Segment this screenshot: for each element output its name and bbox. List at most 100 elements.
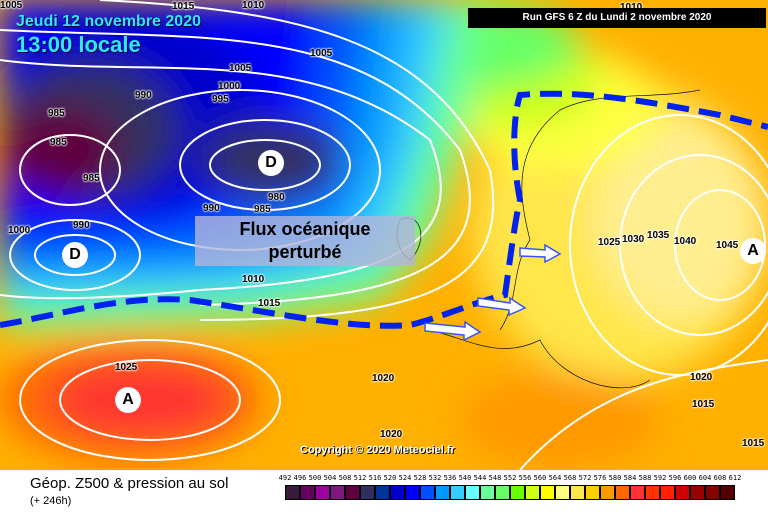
legend-color [465, 485, 480, 500]
legend-swatch: 508 [339, 474, 360, 504]
legend-tick-label: 576 [593, 474, 607, 482]
legend-swatch: 528 [414, 474, 435, 504]
legend-tick-label: 508 [338, 474, 352, 482]
isobar-label: 1005 [310, 48, 333, 59]
legend-tick-label: 544 [473, 474, 487, 482]
high-pressure-center: A [115, 387, 141, 413]
isobar-label: 990 [73, 220, 90, 231]
legend-tick-label: 600 [683, 474, 697, 482]
legend-swatch: 496 [294, 474, 315, 504]
legend-color [630, 485, 645, 500]
legend-swatch: 540 [459, 474, 480, 504]
legend-color [570, 485, 585, 500]
legend-color [510, 485, 525, 500]
legend-color [480, 485, 495, 500]
legend-color [525, 485, 540, 500]
legend-swatch: 576 [594, 474, 615, 504]
isobar-label: 985 [48, 108, 65, 119]
isobar-label: 1020 [380, 429, 403, 440]
isobar-label: 1040 [674, 236, 697, 247]
legend-color [720, 485, 735, 500]
isobar-label: 1000 [218, 81, 241, 92]
legend-color [615, 485, 630, 500]
legend-color [450, 485, 465, 500]
isobar-label: 1010 [620, 2, 642, 13]
legend-color [675, 485, 690, 500]
legend-swatch: 612 [729, 474, 750, 504]
legend-tick-label: 568 [563, 474, 577, 482]
legend-swatch: 560 [534, 474, 555, 504]
legend-color [345, 485, 360, 500]
legend-tick-label: 512 [353, 474, 367, 482]
isobar-label: 1020 [690, 372, 713, 383]
isobar-label: 990 [203, 203, 220, 214]
low-pressure-center: D [62, 242, 88, 268]
forecast-lead: (+ 246h) [30, 495, 72, 507]
legend-tick-label: 588 [638, 474, 652, 482]
annotation-line: Flux océanique [239, 219, 371, 239]
legend-swatch: 564 [549, 474, 570, 504]
legend-color [585, 485, 600, 500]
annotation-box: Flux océanique perturbé [195, 216, 415, 266]
legend-color [405, 485, 420, 500]
legend-tick-label: 500 [308, 474, 322, 482]
forecast-date: Jeudi 12 novembre 2020 [16, 13, 201, 30]
isobar-label: 990 [135, 90, 152, 101]
legend-tick-label: 596 [668, 474, 682, 482]
isobar-label: 1015 [692, 399, 715, 410]
legend-color [330, 485, 345, 500]
legend-swatch: 584 [624, 474, 645, 504]
isobar-label: 1015 [258, 298, 281, 309]
legend-tick-label: 560 [533, 474, 547, 482]
legend-tick-label: 516 [368, 474, 382, 482]
isobar-label: 1000 [8, 225, 31, 236]
isobar-label: 1025 [115, 362, 138, 373]
legend-swatch: 532 [429, 474, 450, 504]
legend-swatch: 504 [324, 474, 345, 504]
color-legend: 492 496 500 504 508 512 516 520 524 528 532 536 540 5… [279, 474, 750, 504]
isobar-label: 995 [212, 94, 229, 105]
legend-swatch: 568 [564, 474, 585, 504]
legend-color [705, 485, 720, 500]
isobar-label: 1005 [229, 63, 252, 74]
legend-tick-label: 612 [728, 474, 742, 482]
annotation-line: perturbé [268, 242, 342, 262]
isobar-label: 1035 [647, 230, 670, 241]
legend-color [495, 485, 510, 500]
isobar-label: 1015 [742, 438, 765, 449]
low-pressure-center: D [258, 150, 284, 176]
high-pressure-center: A [740, 238, 766, 264]
legend-tick-label: 564 [548, 474, 562, 482]
legend-swatch: 500 [309, 474, 330, 504]
map-title: Géop. Z500 & pression au sol [30, 475, 229, 492]
legend-color [300, 485, 315, 500]
isobar-label: 1015 [172, 1, 195, 12]
legend-swatch: 512 [354, 474, 375, 504]
legend-tick-label: 580 [608, 474, 622, 482]
legend-color [375, 485, 390, 500]
flow-arrows [424, 243, 562, 342]
legend-tick-label: 492 [278, 474, 292, 482]
weather-map: 1010 1015 1005 990 995 1000 1005 985 985… [0, 0, 768, 470]
legend-swatch: 592 [654, 474, 675, 504]
legend-swatch: 600 [684, 474, 705, 504]
legend-swatch: 544 [474, 474, 495, 504]
legend-color [540, 485, 555, 500]
legend-swatch: 516 [369, 474, 390, 504]
legend-swatch: 552 [504, 474, 525, 504]
legend-swatch: 588 [639, 474, 660, 504]
isobar-label: 980 [268, 192, 285, 203]
legend-tick-label: 528 [413, 474, 427, 482]
legend-swatch: 580 [609, 474, 630, 504]
isobar-label: 1030 [622, 234, 645, 245]
legend-swatch: 572 [579, 474, 600, 504]
model-run-label: Run GFS 6 Z du Lundi 2 novembre 2020 [468, 8, 766, 28]
legend-tick-label: 536 [443, 474, 457, 482]
legend-swatch: 520 [384, 474, 405, 504]
legend-tick-label: 520 [383, 474, 397, 482]
legend-swatch: 604 [699, 474, 720, 504]
legend-swatch: 548 [489, 474, 510, 504]
legend-swatch: 492 [279, 474, 300, 504]
legend-tick-label: 584 [623, 474, 637, 482]
isobar-label: 985 [50, 137, 67, 148]
